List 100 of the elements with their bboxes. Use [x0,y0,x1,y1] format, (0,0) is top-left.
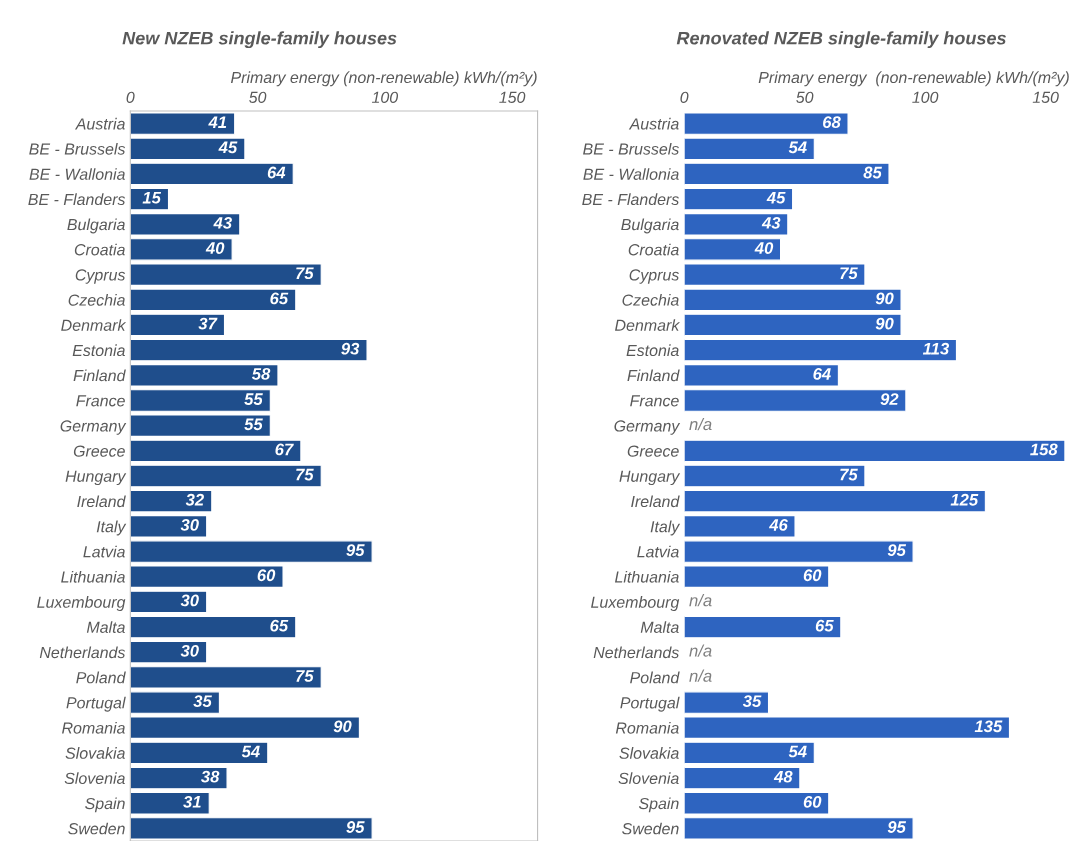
data-label: 60 [803,569,822,582]
bar [684,489,986,513]
y-tick-label: Poland [630,671,680,684]
data-label: 90 [875,292,894,305]
bar [130,364,279,387]
y-tick-label: Netherlands [593,646,679,659]
y-tick-label: Netherlands [39,646,126,659]
data-label: 95 [887,821,907,833]
y-tick-label: Austria [74,117,125,130]
data-label: 60 [803,795,822,808]
y-tick-label: Luxembourg [591,596,680,611]
data-label: 15 [142,191,162,204]
bar [130,338,368,362]
bar [130,263,322,286]
y-tick-label: France [630,395,679,407]
bar [684,791,830,815]
x-tick-label: 150 [499,91,526,103]
data-label: 75 [296,468,314,481]
bar [130,313,226,337]
bar [684,112,849,135]
data-label: 60 [257,569,276,582]
bar [130,791,210,815]
bar [684,741,815,765]
y-tick-label: Luxembourg [37,596,126,611]
x-tick-label: 50 [796,91,814,103]
x-tick-label: 50 [249,91,267,103]
bar [684,389,907,412]
bar [684,540,914,563]
y-tick-label: Malta [86,621,125,633]
y-tick-label: BE - Brussels [583,142,679,155]
bar [684,238,782,261]
bar [130,716,360,739]
bar [130,414,271,437]
bar [684,313,902,337]
data-label: 90 [875,317,894,330]
data-label: 43 [213,216,232,229]
bar [130,112,236,135]
data-label: 35 [193,695,212,708]
x-axis-title: Primary energy (non-renewable) kWh/(m²y) [758,71,1069,87]
data-label: 30 [180,519,199,531]
data-label: 40 [205,242,225,254]
data-label: 95 [887,544,907,556]
data-label: 40 [754,242,774,254]
y-tick-label: Bulgaria [67,218,125,234]
y-tick-label: Germany [614,420,681,435]
data-label: 54 [788,745,807,758]
bar [684,187,794,211]
data-label: 75 [840,267,858,280]
data-label: 65 [815,619,834,632]
data-label: 30 [180,644,199,657]
y-tick-label: Ireland [77,495,126,508]
data-label: 43 [761,216,781,229]
data-label: 65 [270,292,289,305]
data-label: 125 [950,493,979,506]
data-label: 135 [974,720,1003,733]
bar [130,817,373,840]
bar [684,817,914,840]
data-label: 45 [766,191,786,204]
y-tick-label: BE - Flanders [582,193,679,206]
x-axis-title: Primary energy (non-renewable) kWh/(m²y) [230,71,537,87]
data-label: 75 [296,670,314,682]
data-label: 48 [773,770,793,783]
data-label: 54 [788,141,807,154]
data-label: 64 [267,166,286,179]
data-label: 37 [198,317,218,330]
y-tick-label: Sweden [622,822,679,835]
data-label: 55 [244,418,263,431]
bar [130,162,294,186]
bar [130,238,233,261]
y-tick-label: Lithuania [614,570,679,583]
y-tick-label: Slovakia [65,747,125,759]
data-label: 68 [823,116,841,129]
y-tick-label: Cyprus [75,269,126,284]
bar [130,489,213,513]
x-tick-label: 0 [126,91,135,103]
data-label: 38 [201,770,220,783]
y-tick-label: Greece [627,445,679,457]
y-tick-label: Spain [85,797,125,813]
y-tick-label: Austria [628,117,679,130]
data-label: 58 [251,368,271,380]
data-label: 93 [341,342,360,355]
y-tick-label: BE - Wallonia [583,168,679,180]
y-tick-label: BE - Brussels [29,142,126,155]
y-tick-label: Malta [640,621,679,633]
bar [130,515,208,538]
bar [130,389,271,412]
x-tick-label: 150 [1032,91,1059,103]
y-tick-label: Czechia [622,294,679,306]
x-tick-label: 100 [371,91,399,103]
y-tick-label: BE - Flanders [28,193,126,206]
bar [684,137,815,161]
bar [684,263,866,286]
bar [684,213,789,236]
y-tick-label: BE - Wallonia [29,168,125,180]
bar [130,640,208,664]
y-tick-label: Romania [615,721,679,734]
bar [130,464,322,488]
bar [684,716,1011,739]
chart-title: New NZEB single-family houses [122,31,397,49]
bar [130,565,284,588]
